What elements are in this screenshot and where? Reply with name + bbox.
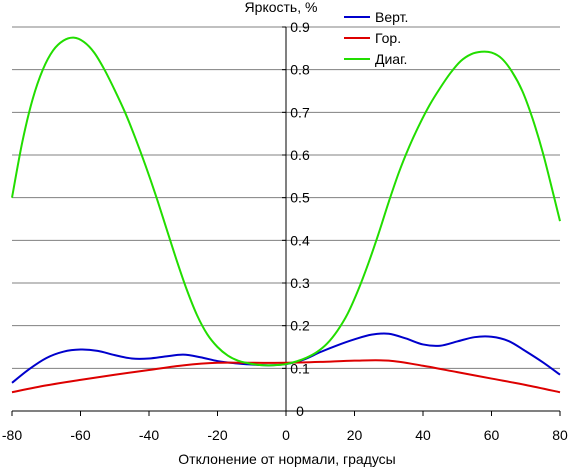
y-tick-label: 0 bbox=[296, 403, 304, 419]
series-group bbox=[11, 36, 561, 394]
y-axis-label: Яркость, % bbox=[245, 0, 318, 15]
y-tick-label: 0.5 bbox=[290, 190, 310, 206]
legend-label: Диаг. bbox=[375, 51, 407, 67]
x-tick-label: 80 bbox=[552, 427, 568, 443]
series-line-2 bbox=[11, 359, 561, 394]
x-tick-label: 0 bbox=[282, 427, 290, 443]
x-tick-label: -60 bbox=[70, 427, 90, 443]
y-tick-label: 0.6 bbox=[290, 147, 310, 163]
y-tick-label: 0.4 bbox=[290, 232, 310, 248]
series-line-3 bbox=[11, 36, 561, 367]
x-tick-label: -80 bbox=[2, 427, 22, 443]
x-tick-label: 40 bbox=[415, 427, 431, 443]
y-tick-label: 0.3 bbox=[290, 275, 310, 291]
x-axis-label: Отклонение от нормали, градусы bbox=[178, 451, 395, 467]
y-tick-label: 0.8 bbox=[290, 62, 310, 78]
y-tick-label: 0.9 bbox=[290, 19, 310, 35]
x-tick-label: -20 bbox=[207, 427, 227, 443]
axes bbox=[11, 26, 561, 416]
legend-label: Гор. bbox=[375, 30, 401, 46]
x-tick-label: -40 bbox=[139, 427, 159, 443]
x-tick-labels: -80 -60 -40 -20 0 20 40 60 80 bbox=[2, 427, 568, 443]
y-tick-label: 0.2 bbox=[290, 318, 310, 334]
y-tick-label: 0.7 bbox=[290, 104, 310, 120]
y-tick-labels: 0 0.1 0.2 0.3 0.4 0.5 0.6 0.7 0.8 0.9 bbox=[290, 19, 310, 419]
legend-label: Верт. bbox=[375, 9, 408, 25]
legend: Верт. Гор. Диаг. bbox=[344, 9, 408, 67]
x-tick-label: 20 bbox=[347, 427, 363, 443]
y-tick-label: 0.1 bbox=[290, 360, 310, 376]
x-tick-label: 60 bbox=[484, 427, 500, 443]
